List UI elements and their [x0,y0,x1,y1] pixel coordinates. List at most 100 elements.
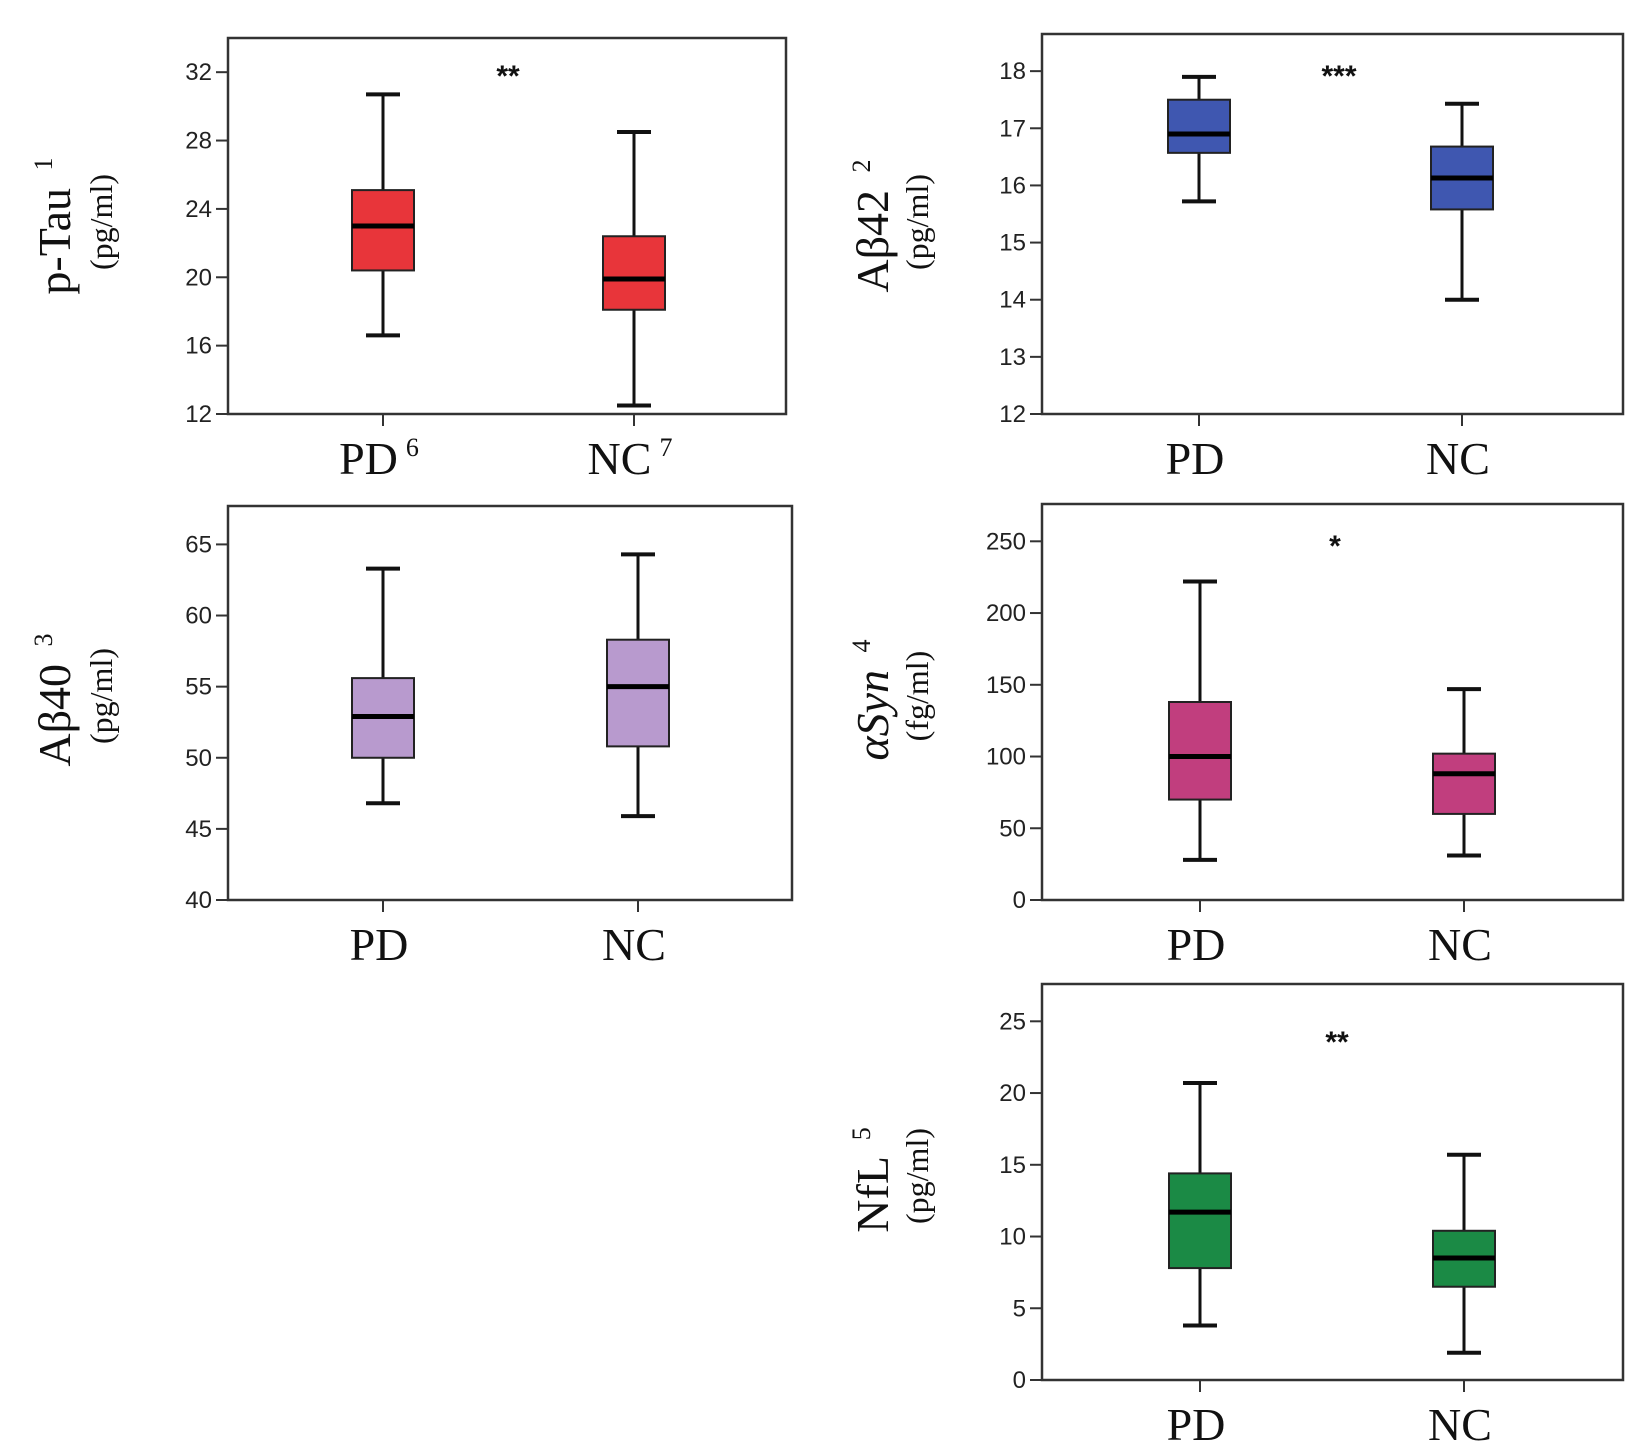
x-category-label: NC [1426,433,1490,484]
significance-label: ** [1325,1026,1349,1059]
y-tick-label: 250 [986,528,1026,555]
y-axis-label-sup: 3 [29,633,58,646]
x-category-label: NC [602,919,666,970]
y-tick-label: 12 [999,401,1026,428]
x-category-label-sup: 7 [659,433,672,462]
panel-p-tau: ** p-Tau 1 (pg/ml) 12 16 20 24 28 32 PD 6 NC 7 [29,36,788,484]
y-tick-label: 24 [185,196,212,223]
y-tick-label: 10 [999,1224,1026,1251]
y-axis-unit: (pg/ml) [899,1128,935,1224]
plot-frame [1040,32,1625,416]
box-iqr [1168,1172,1232,1270]
y-axis-label: NfL 5 [847,1127,898,1232]
y-tick-label: 0 [1013,887,1026,914]
panel-abeta42: *** Aβ42 2 (pg/ml) 12 13 14 15 16 17 18 PD NC [847,32,1625,484]
y-tick-label: 15 [999,230,1026,257]
y-axis-label: αSyn 4 [847,639,898,760]
panel-abeta40: Aβ40 3 (pg/ml) 40 45 50 55 60 65 PD NC [29,504,794,970]
y-tick-label: 28 [185,128,212,155]
y-tick-label: 20 [185,264,212,291]
y-axis-title: Aβ42 2 (pg/ml) [847,159,935,292]
x-category-label-text: PD [350,919,409,970]
box-iqr [1432,752,1496,815]
box-iqr [602,235,666,311]
y-axis-label-sup: 5 [847,1127,876,1140]
y-tick-label: 16 [185,333,212,360]
significance-label: * [1329,530,1341,563]
y-axis-label: Aβ40 3 [29,633,80,766]
x-category-label-sup: 6 [406,433,419,462]
x-category-label-text: PD [1166,433,1225,484]
y-tick-label: 25 [999,1008,1026,1035]
significance-label: ** [496,60,520,93]
plot-frame [1040,502,1625,902]
y-tick-label: 100 [986,744,1026,771]
x-category-label-text: NC [1426,433,1490,484]
x-category-label: PD [1167,1399,1226,1450]
y-axis-title: αSyn 4 (fg/ml) [847,639,935,760]
box-iqr [606,638,670,748]
y-axis-label: Aβ42 2 [847,159,898,292]
y-axis-unit: (pg/ml) [899,174,935,270]
x-category-label-text: PD [1167,1399,1226,1450]
x-category-label: NC [1428,1399,1492,1450]
y-tick-label: 40 [185,887,212,914]
y-tick-label: 13 [999,344,1026,371]
plot-frame [1040,982,1625,1382]
significance-label: *** [1321,60,1356,93]
y-tick-label: 50 [185,745,212,772]
x-category-label-text: NC [602,919,666,970]
y-tick-label: 16 [999,172,1026,199]
y-tick-label: 5 [1013,1295,1026,1322]
box-iqr [1167,98,1231,154]
y-axis-label-sup: 1 [29,157,58,170]
y-axis-label-sup: 4 [847,639,876,652]
y-tick-label: 0 [1013,1367,1026,1394]
x-category-label: PD [350,919,409,970]
y-axis-title: NfL 5 (pg/ml) [847,1127,935,1232]
x-category-label-text: NC [1428,1399,1492,1450]
y-axis-label-text: NfL [847,1158,898,1233]
x-category-label: PD [1167,919,1226,970]
y-axis-label-text: p-Tau [29,188,80,295]
y-tick-label: 50 [999,815,1026,842]
y-axis-unit: (pg/ml) [83,174,119,270]
x-category-label: NC [1428,919,1492,970]
x-category-label-text: NC [1428,919,1492,970]
x-category-label: NC 7 [588,433,673,484]
y-tick-label: 20 [999,1080,1026,1107]
y-axis-title: Aβ40 3 (pg/ml) [29,633,119,766]
y-tick-label: 15 [999,1152,1026,1179]
y-tick-label: 150 [986,672,1026,699]
box-iqr [351,189,415,272]
x-category-label-text: NC [588,433,652,484]
panel-nfl: ** NfL 5 (pg/ml) 0 5 10 15 20 25 PD NC [847,982,1625,1450]
plot-frame [226,504,794,902]
x-category-label-text: PD [339,433,398,484]
x-category-label: PD [1166,433,1225,484]
y-tick-label: 17 [999,115,1026,142]
plot-frame [226,36,788,416]
y-axis-label-text: αSyn [847,670,898,761]
y-tick-label: 60 [185,603,212,630]
y-tick-label: 55 [185,674,212,701]
y-axis-label: p-Tau 1 [29,157,80,294]
box-iqr [1168,701,1232,801]
y-tick-label: 12 [185,401,212,428]
y-axis-unit: (fg/ml) [899,651,935,742]
y-tick-label: 45 [185,816,212,843]
y-tick-label: 14 [999,287,1026,314]
x-category-label: PD 6 [339,433,419,484]
y-tick-label: 65 [185,531,212,558]
y-axis-label-text: Aβ40 [29,664,80,767]
panel-alpha-syn: * αSyn 4 (fg/ml) 0 50 100 150 200 250 PD NC [847,502,1625,970]
y-tick-label: 200 [986,600,1026,627]
y-axis-label-sup: 2 [847,159,876,172]
y-tick-label: 32 [185,59,212,86]
y-axis-label-text: Aβ42 [847,190,898,293]
y-axis-title: p-Tau 1 (pg/ml) [29,157,119,294]
x-category-label-text: PD [1167,919,1226,970]
y-axis-unit: (pg/ml) [83,648,119,744]
y-tick-label: 18 [999,58,1026,85]
